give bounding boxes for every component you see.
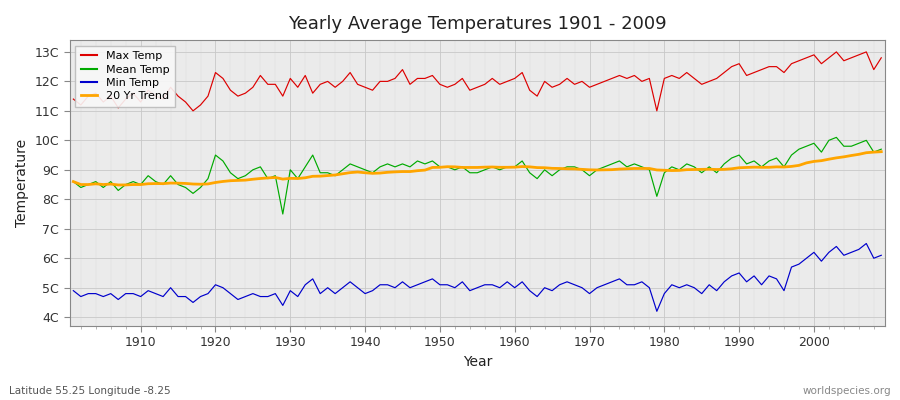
X-axis label: Year: Year bbox=[463, 355, 492, 369]
Y-axis label: Temperature: Temperature bbox=[15, 139, 29, 227]
Title: Yearly Average Temperatures 1901 - 2009: Yearly Average Temperatures 1901 - 2009 bbox=[288, 15, 667, 33]
Legend: Max Temp, Mean Temp, Min Temp, 20 Yr Trend: Max Temp, Mean Temp, Min Temp, 20 Yr Tre… bbox=[76, 46, 176, 107]
Text: worldspecies.org: worldspecies.org bbox=[803, 386, 891, 396]
Text: Latitude 55.25 Longitude -8.25: Latitude 55.25 Longitude -8.25 bbox=[9, 386, 171, 396]
